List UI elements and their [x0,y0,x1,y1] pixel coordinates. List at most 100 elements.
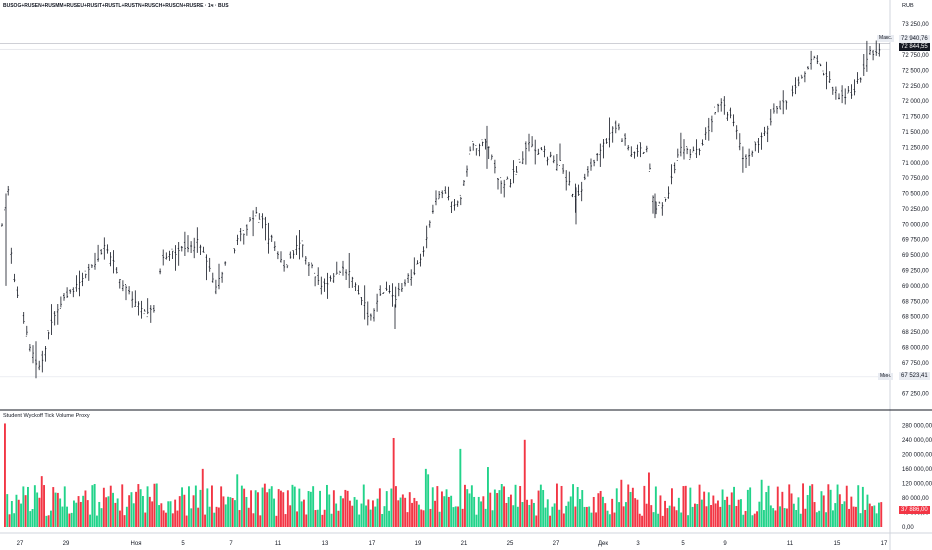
volume-bar [399,497,402,527]
volume-bar [438,511,441,527]
time-tick-label: 11 [787,541,794,547]
volume-bar [572,484,574,527]
volume-bar [300,501,303,527]
volume-bar [114,502,117,527]
volume-bar [799,513,802,527]
volume-bar [367,499,370,527]
volume-bar [289,505,292,527]
volume-bar [848,508,850,527]
time-tick-label: 11 [275,541,282,547]
price-tick-label: 70 750,00 [902,176,929,182]
volume-bar [638,513,641,527]
volume-bar [227,496,229,527]
volume-bar [40,476,43,527]
volume-bar [845,485,848,527]
volume-bar [551,506,554,527]
volume-bar [238,510,241,527]
volume-bar [468,493,471,527]
volume-bar [298,488,301,527]
volume-bar [861,486,864,527]
volume-bar [208,506,211,527]
volume-bar [507,496,510,527]
volume-bar [459,448,462,527]
time-tick-label: 21 [461,541,468,547]
volume-bar [611,498,614,527]
volume-bar [859,513,862,527]
volume-bar [668,505,671,527]
volume-bar [505,502,508,527]
volume-bar [533,502,535,527]
volume-bar [119,510,121,527]
volume-bar [190,508,193,527]
volume-bar [257,492,259,527]
volume-bar [820,491,823,527]
volume-bar [717,500,719,527]
volume-bar [107,496,110,527]
volume-bar [475,514,478,527]
volume-bar [530,499,533,527]
volume-bar [855,506,857,527]
time-tick-label: 13 [322,541,329,547]
volume-bar [880,502,883,527]
volume-bar [54,492,57,527]
volume-bar [629,491,632,527]
volume-bar [420,509,423,527]
volume-bar [10,501,13,527]
volume-bar [105,497,108,527]
volume-bar [130,492,133,527]
volume-bar [192,495,195,527]
volume-bar [813,502,816,527]
price-tick-label: 69 000,00 [902,284,929,290]
volume-bar [293,486,296,527]
volume-bar [319,490,321,527]
volume-bar [464,484,466,527]
volume-bar [376,498,379,527]
volume-bar [769,505,772,527]
volume-bar [606,510,609,527]
volume-bar [365,505,367,527]
volume-bar [121,484,124,527]
volume-bar [125,506,128,527]
price-tick-label: 70 250,00 [902,207,929,213]
time-tick-label: 3 [636,541,640,547]
volume-bar [652,512,655,527]
volume-bar [703,491,706,527]
volume-bar [328,494,331,527]
volume-bar [63,486,66,527]
volume-bar [254,490,257,527]
indicator-title: Student Wyckoff Tick Volume Proxy [3,413,90,419]
volume-bar [634,498,637,527]
volume-bar [556,483,558,527]
volume-bar [767,485,770,527]
low-price-tag: 67 523,41 [899,372,930,380]
volume-bar [742,514,745,527]
price-tick-label: 69 500,00 [902,253,929,259]
volume-bar [29,511,32,527]
volume-bar [558,509,561,527]
volume-bar [604,503,607,527]
volume-bar [17,499,20,527]
volume-bar [388,510,390,527]
low-price-note: Мин. [878,373,894,380]
volume-bar [758,501,761,527]
volume-bar [77,496,80,527]
volume-bar [183,494,186,527]
volume-bar [38,497,41,527]
volume-bar [70,512,73,527]
volume-bar [137,484,140,527]
volume-bar [661,515,664,527]
volume-bar [675,510,678,527]
volume-bar [206,488,209,527]
volume-bar [811,484,814,527]
volume-bar [576,487,579,527]
volume-bar [116,498,119,527]
volume-bar [482,496,485,527]
volume-bar [178,496,181,527]
volume-bar [618,502,620,527]
volume-bar [691,506,694,527]
volume-bar [836,484,839,527]
time-tick-label: 29 [63,541,70,547]
time-tick-label: 7 [229,541,233,547]
volume-bar [167,501,170,527]
